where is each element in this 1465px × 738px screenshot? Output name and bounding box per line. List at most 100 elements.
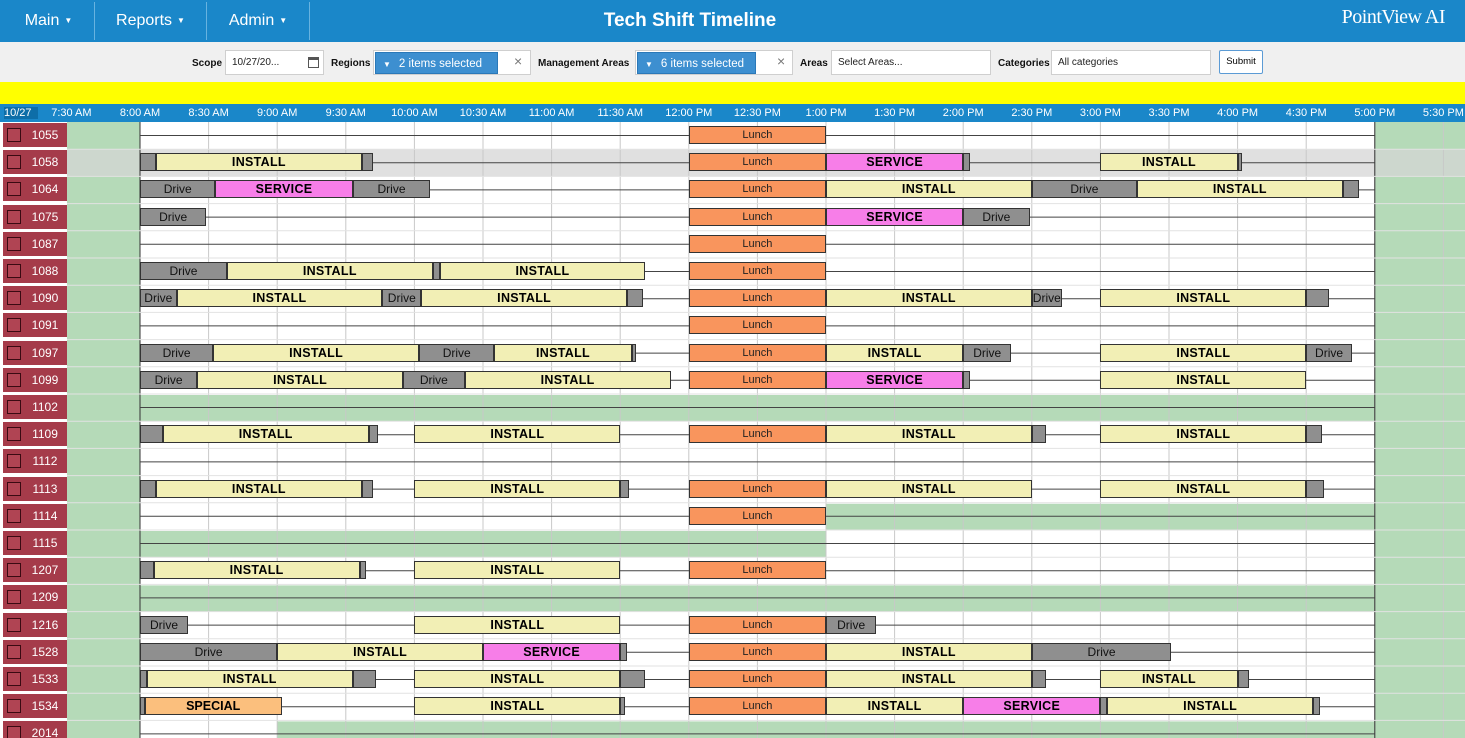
tech-label[interactable]: 1115 (3, 531, 67, 555)
service-block[interactable]: SERVICE (826, 207, 964, 226)
drive-block[interactable] (1237, 670, 1250, 688)
lunch-block[interactable]: Lunch (688, 126, 826, 144)
tech-checkbox[interactable] (7, 236, 21, 251)
drive-block[interactable]: Drive (826, 615, 877, 634)
service-block[interactable]: SERVICE (483, 642, 621, 661)
tech-label[interactable]: 1209 (3, 585, 67, 610)
tech-label[interactable]: 1099 (3, 367, 67, 392)
drive-block[interactable] (963, 153, 971, 172)
tech-label[interactable]: 1528 (3, 639, 67, 664)
service-block[interactable]: SERVICE (963, 697, 1101, 716)
drive-block[interactable] (620, 697, 625, 716)
regions-selected-chip[interactable]: ▼ 2 items selected (375, 52, 498, 74)
tech-checkbox[interactable] (7, 427, 21, 442)
tech-label[interactable]: 1207 (3, 558, 67, 583)
install-block[interactable]: INSTALL (414, 479, 621, 498)
drive-block[interactable]: Drive (352, 180, 431, 199)
main-menu[interactable]: Main ▼ (3, 2, 95, 40)
lunch-block[interactable]: Lunch (688, 615, 826, 634)
drive-block[interactable] (140, 670, 147, 688)
admin-menu[interactable]: Admin ▼ (207, 2, 310, 40)
drive-block[interactable]: Drive (140, 615, 189, 634)
lunch-block[interactable]: Lunch (688, 289, 826, 308)
service-block[interactable]: SERVICE (215, 180, 353, 199)
areas-select[interactable]: Select Areas... (831, 50, 991, 75)
drive-block[interactable] (1237, 153, 1243, 172)
special-block[interactable]: SPECIAL (144, 697, 282, 716)
tech-checkbox[interactable] (7, 672, 21, 686)
install-block[interactable]: INSTALL (1100, 479, 1307, 498)
drive-block[interactable] (620, 670, 646, 688)
drive-block[interactable]: Drive (382, 289, 422, 308)
install-block[interactable]: INSTALL (1100, 153, 1238, 172)
calendar-icon[interactable] (308, 57, 319, 68)
drive-block[interactable] (140, 561, 154, 580)
tech-label[interactable]: 1113 (3, 476, 67, 501)
scope-date-field[interactable]: 10/27/20... (225, 50, 324, 75)
drive-block[interactable] (963, 370, 971, 389)
tech-checkbox[interactable] (7, 264, 21, 278)
categories-select[interactable]: All categories (1051, 50, 1211, 75)
install-block[interactable]: INSTALL (421, 289, 628, 308)
tech-checkbox[interactable] (7, 590, 21, 605)
drive-block[interactable]: Drive (1031, 289, 1062, 308)
tech-checkbox[interactable] (7, 563, 21, 578)
tech-label[interactable]: 1055 (3, 123, 67, 147)
drive-block[interactable] (1100, 697, 1108, 716)
clear-management-areas-icon[interactable]: × (777, 53, 786, 69)
install-block[interactable]: INSTALL (414, 670, 621, 688)
lunch-block[interactable]: Lunch (688, 316, 826, 335)
drive-block[interactable]: Drive (1031, 180, 1137, 199)
tech-label[interactable]: 1109 (3, 422, 67, 447)
install-block[interactable]: INSTALL (153, 561, 360, 580)
service-block[interactable]: SERVICE (826, 153, 964, 172)
drive-block[interactable]: Drive (140, 207, 207, 226)
install-block[interactable]: INSTALL (414, 425, 621, 444)
install-block[interactable]: INSTALL (826, 425, 1032, 444)
drive-block[interactable] (361, 153, 374, 172)
install-block[interactable]: INSTALL (226, 262, 433, 280)
drive-block[interactable]: Drive (1306, 343, 1352, 362)
lunch-block[interactable]: Lunch (688, 234, 826, 253)
lunch-block[interactable]: Lunch (688, 207, 826, 226)
drive-block[interactable] (627, 289, 644, 308)
install-block[interactable]: INSTALL (146, 670, 353, 688)
tech-checkbox[interactable] (7, 644, 21, 659)
tech-label[interactable]: 1114 (3, 503, 67, 528)
drive-block[interactable] (1031, 670, 1046, 688)
install-block[interactable]: INSTALL (156, 153, 362, 172)
tech-checkbox[interactable] (7, 481, 21, 496)
submit-button[interactable]: Submit (1219, 50, 1263, 74)
tech-label[interactable]: 1533 (3, 667, 67, 691)
tech-label[interactable]: 1112 (3, 449, 67, 474)
install-block[interactable]: INSTALL (414, 561, 621, 580)
drive-block[interactable] (631, 343, 636, 362)
drive-block[interactable] (352, 670, 376, 688)
tech-checkbox[interactable] (7, 617, 21, 632)
tech-label[interactable]: 1087 (3, 231, 67, 256)
management-areas-selected-chip[interactable]: ▼ 6 items selected (637, 52, 756, 74)
drive-block[interactable]: Drive (402, 370, 465, 389)
tech-label[interactable]: 1064 (3, 177, 67, 202)
install-block[interactable]: INSTALL (826, 697, 964, 716)
tech-label[interactable]: 1534 (3, 694, 67, 719)
drive-block[interactable] (1313, 697, 1320, 716)
tech-label[interactable]: 1058 (3, 150, 67, 175)
drive-block[interactable] (140, 153, 156, 172)
tech-label[interactable]: 1090 (3, 286, 67, 311)
drive-block[interactable]: Drive (140, 370, 198, 389)
drive-block[interactable]: Drive (140, 180, 216, 199)
install-block[interactable]: INSTALL (1100, 370, 1307, 389)
drive-block[interactable]: Drive (963, 343, 1012, 362)
tech-checkbox[interactable] (7, 128, 21, 142)
install-block[interactable]: INSTALL (156, 479, 362, 498)
tech-checkbox[interactable] (7, 155, 21, 170)
install-block[interactable]: INSTALL (1100, 289, 1307, 308)
drive-block[interactable] (1342, 180, 1359, 199)
install-block[interactable]: INSTALL (1100, 343, 1307, 362)
lunch-block[interactable]: Lunch (688, 642, 826, 661)
install-block[interactable]: INSTALL (414, 697, 621, 716)
drive-block[interactable] (368, 425, 378, 444)
lunch-block[interactable]: Lunch (688, 561, 826, 580)
tech-label[interactable]: 1097 (3, 340, 67, 365)
